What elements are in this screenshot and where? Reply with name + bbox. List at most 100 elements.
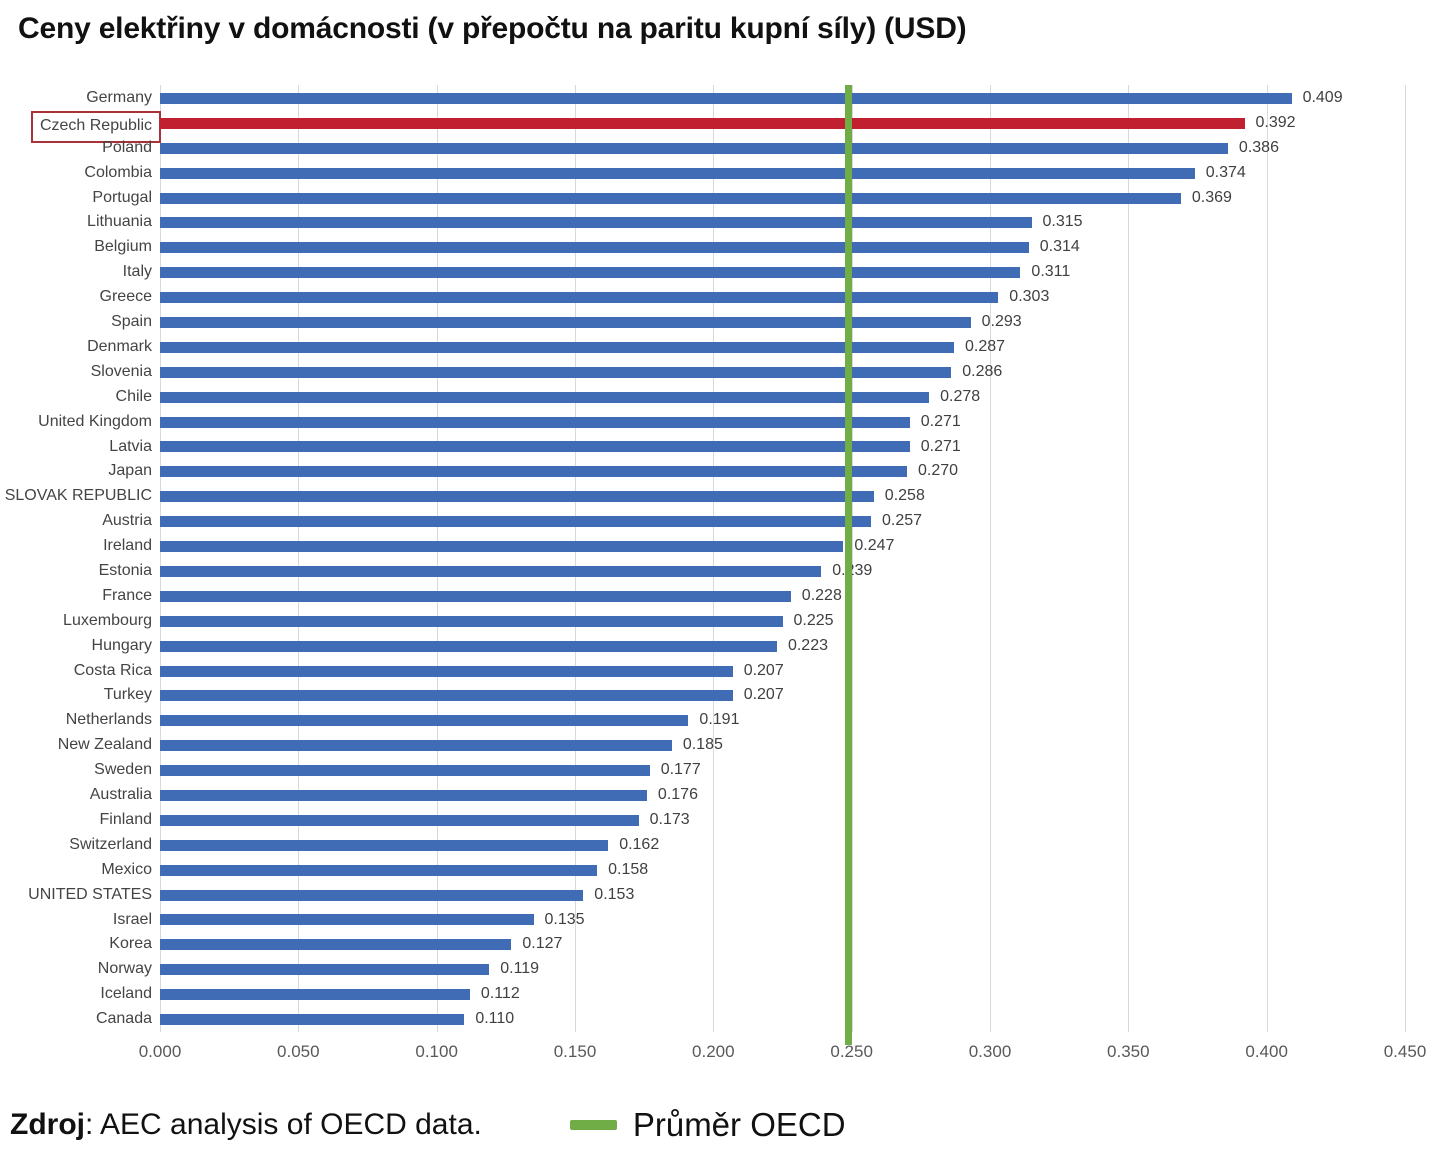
value-label-united-kingdom: 0.271	[920, 412, 961, 430]
category-label-colombia: Colombia	[84, 163, 152, 181]
category-label-united-states: UNITED STATES	[28, 885, 152, 903]
bar-slovenia	[160, 366, 952, 378]
x-tick-label: 0.100	[415, 1042, 458, 1061]
bar-costa-rica	[160, 665, 733, 677]
value-label-costa-rica: 0.207	[743, 661, 784, 679]
value-label-luxembourg: 0.225	[793, 611, 834, 629]
category-label-france: France	[102, 586, 152, 604]
bar-ireland	[160, 541, 844, 553]
category-label-slovak-republic: SLOVAK REPUBLIC	[4, 487, 152, 505]
category-label-germany: Germany	[86, 89, 152, 106]
gridline-0.200	[713, 85, 715, 1032]
value-label-turkey: 0.207	[743, 686, 784, 704]
value-label-canada: 0.110	[475, 1010, 515, 1028]
x-tick-label: 0.450	[1383, 1042, 1427, 1061]
category-label-australia: Australia	[89, 786, 152, 804]
value-label-colombia: 0.374	[1205, 163, 1246, 181]
bar-estonia	[160, 565, 822, 577]
x-tick-label: 0.300	[968, 1042, 1012, 1061]
category-label-belgium: Belgium	[94, 238, 152, 256]
bar-portugal	[160, 192, 1181, 204]
gridline-0.250	[851, 85, 853, 1032]
bar-mexico	[160, 864, 598, 876]
value-label-latvia: 0.271	[920, 437, 961, 455]
bar-switzerland	[160, 839, 609, 851]
category-label-chile: Chile	[115, 387, 152, 405]
category-label-slovenia: Slovenia	[90, 362, 152, 380]
value-label-korea: 0.127	[522, 935, 563, 953]
bar-iceland	[160, 989, 470, 1001]
bar-italy	[160, 267, 1021, 279]
oecd-average-line	[844, 85, 852, 1045]
x-tick-label: 0.150	[553, 1042, 597, 1061]
value-label-denmark: 0.287	[965, 337, 1006, 355]
bar-germany	[160, 92, 1292, 104]
value-label-slovak-republic: 0.258	[884, 487, 925, 505]
category-label-sweden: Sweden	[94, 761, 152, 779]
category-label-canada: Canada	[95, 1010, 152, 1028]
bar-spain	[160, 317, 971, 328]
bar-finland	[160, 814, 639, 826]
gridline-0.150	[575, 85, 576, 1032]
category-label-czech-republic: Czech Republic	[30, 110, 161, 143]
category-label-iceland: Iceland	[100, 985, 152, 1003]
value-label-mexico: 0.158	[608, 860, 649, 878]
value-label-portugal: 0.369	[1191, 188, 1232, 206]
bar-canada	[160, 1014, 465, 1026]
bar-belgium	[160, 242, 1029, 254]
bar-united-kingdom	[160, 416, 910, 428]
bar-korea	[160, 939, 512, 951]
category-label-spain: Spain	[111, 313, 152, 331]
bar-colombia	[160, 167, 1195, 179]
category-label-hungary: Hungary	[91, 636, 152, 654]
value-label-germany: 0.409	[1302, 89, 1343, 106]
category-label-greece: Greece	[99, 288, 152, 306]
bar-new-zealand	[160, 740, 672, 752]
category-label-lithuania: Lithuania	[87, 213, 152, 231]
bar-france	[160, 590, 791, 602]
category-label-korea: Korea	[109, 935, 152, 953]
category-label-estonia: Estonia	[98, 562, 152, 579]
category-label-mexico: Mexico	[101, 860, 152, 878]
bar-denmark	[160, 341, 955, 353]
value-label-australia: 0.176	[657, 786, 698, 804]
category-label-austria: Austria	[102, 512, 152, 530]
value-label-france: 0.228	[801, 586, 842, 604]
bar-czech-republic	[160, 117, 1245, 129]
bar-united-states	[160, 889, 584, 901]
gridline-0.450	[1405, 85, 1406, 1032]
gridline-0.000	[160, 85, 161, 1032]
bar-israel	[160, 914, 534, 926]
gridline-0.350	[1128, 85, 1130, 1032]
bar-austria	[160, 516, 872, 528]
category-label-latvia: Latvia	[109, 437, 152, 455]
plot-area: Germany 0.409 Czech Republic 0.392 Poland 0.3…	[5, 85, 1406, 1045]
value-label-poland: 0.386	[1238, 138, 1279, 156]
category-label-luxembourg: Luxembourg	[63, 611, 152, 629]
bar-chile	[160, 391, 930, 403]
x-tick-label: 0.000	[138, 1042, 182, 1061]
bar-latvia	[160, 441, 910, 453]
value-label-new-zealand: 0.185	[682, 736, 723, 754]
category-label-norway: Norway	[97, 960, 152, 978]
value-label-belgium: 0.314	[1039, 238, 1080, 256]
value-label-greece: 0.303	[1009, 288, 1050, 306]
category-label-denmark: Denmark	[87, 337, 152, 355]
x-tick-label: 0.050	[277, 1042, 320, 1061]
bar-norway	[160, 964, 490, 976]
value-label-netherlands: 0.191	[699, 711, 740, 729]
category-label-turkey: Turkey	[103, 686, 152, 704]
category-label-united-kingdom: United Kingdom	[38, 412, 152, 430]
category-label-israel: Israel	[112, 910, 152, 928]
bar-luxembourg	[160, 615, 783, 627]
gridline-0.050	[298, 85, 300, 1032]
bar-hungary	[160, 640, 777, 652]
value-label-italy: 0.311	[1031, 263, 1071, 281]
bar-sweden	[160, 765, 650, 777]
value-label-finland: 0.173	[649, 810, 690, 828]
category-label-finland: Finland	[99, 810, 152, 828]
value-label-czech-republic: 0.392	[1255, 113, 1296, 131]
value-label-norway: 0.119	[500, 960, 540, 978]
x-axis: 0.000 0.050 0.100 0.150 0.200 0.250 0.300 0.350…	[139, 1042, 1427, 1066]
